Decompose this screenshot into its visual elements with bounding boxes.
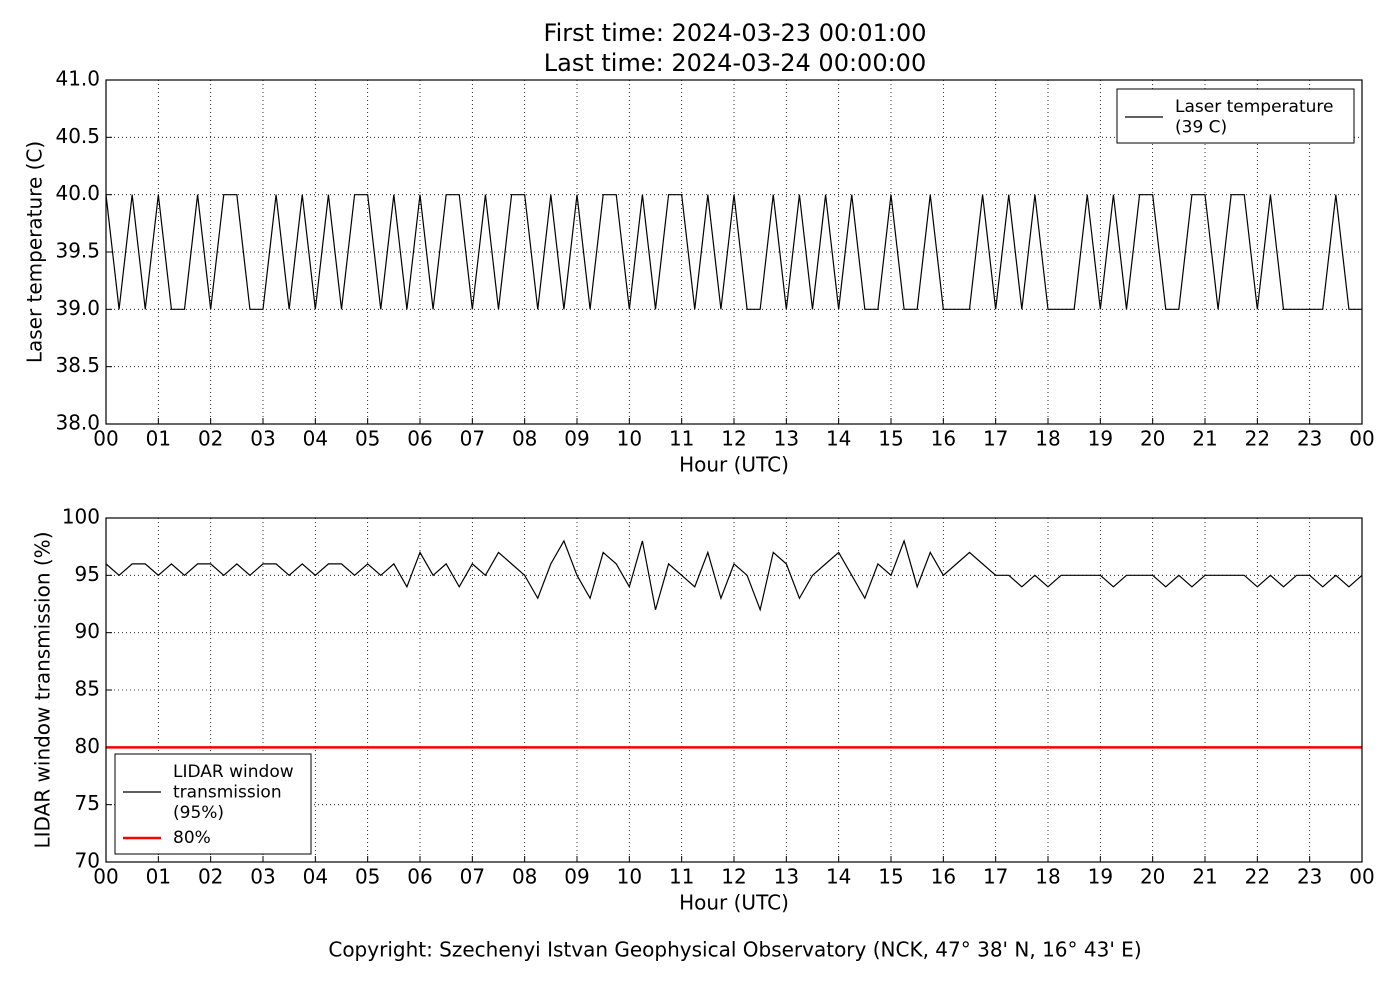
legend-label: Laser temperature (39 C) bbox=[1175, 97, 1333, 137]
x-tick-label: 14 bbox=[826, 865, 851, 889]
x-tick-label: 13 bbox=[774, 865, 799, 889]
y-axis-label: Laser temperature (C) bbox=[23, 141, 47, 363]
x-tick-label: 20 bbox=[1140, 865, 1165, 889]
x-tick-label: 05 bbox=[355, 427, 380, 451]
x-tick-label: 02 bbox=[198, 865, 223, 889]
y-tick-label: 40.5 bbox=[55, 124, 100, 148]
y-tick-label: 75 bbox=[75, 791, 100, 815]
x-tick-label: 06 bbox=[407, 427, 432, 451]
y-tick-label: 70 bbox=[75, 849, 100, 873]
x-tick-label: 12 bbox=[721, 865, 746, 889]
x-tick-label: 01 bbox=[146, 865, 171, 889]
y-tick-label: 39.0 bbox=[55, 296, 100, 320]
x-tick-label: 04 bbox=[303, 865, 328, 889]
x-tick-label: 12 bbox=[721, 427, 746, 451]
x-tick-label: 15 bbox=[878, 865, 903, 889]
x-tick-label: 22 bbox=[1245, 865, 1270, 889]
x-tick-label: 16 bbox=[931, 427, 956, 451]
y-tick-label: 41.0 bbox=[55, 67, 100, 91]
x-tick-label: 00 bbox=[93, 427, 118, 451]
x-tick-label: 20 bbox=[1140, 427, 1165, 451]
legend-label: LIDAR window transmission (95%) bbox=[173, 762, 294, 823]
y-tick-label: 85 bbox=[75, 677, 100, 701]
x-tick-label: 23 bbox=[1297, 427, 1322, 451]
y-tick-label: 100 bbox=[62, 505, 100, 529]
plot-frame bbox=[105, 517, 1363, 863]
x-tick-label: 02 bbox=[198, 427, 223, 451]
x-tick-label: 19 bbox=[1088, 427, 1113, 451]
x-tick-label: 06 bbox=[407, 865, 432, 889]
x-tick-label: 09 bbox=[564, 865, 589, 889]
x-tick-label: 00 bbox=[93, 865, 118, 889]
x-tick-label: 00 bbox=[1349, 865, 1374, 889]
x-tick-label: 21 bbox=[1192, 427, 1217, 451]
x-tick-label: 22 bbox=[1245, 427, 1270, 451]
legend-box bbox=[1116, 88, 1355, 144]
y-tick-label: 39.5 bbox=[55, 239, 100, 263]
copyright: Copyright: Szechenyi Istvan Geophysical … bbox=[328, 938, 1141, 962]
x-tick-label: 14 bbox=[826, 427, 851, 451]
chart-subtitle: Last time: 2024-03-24 00:00:00 bbox=[544, 49, 926, 77]
x-axis-label: Hour (UTC) bbox=[679, 453, 789, 477]
y-tick-label: 38.5 bbox=[55, 353, 100, 377]
x-tick-label: 23 bbox=[1297, 865, 1322, 889]
x-tick-label: 17 bbox=[983, 865, 1008, 889]
x-tick-label: 07 bbox=[460, 865, 485, 889]
x-tick-label: 10 bbox=[617, 427, 642, 451]
x-tick-label: 01 bbox=[146, 427, 171, 451]
x-tick-label: 17 bbox=[983, 427, 1008, 451]
chart-title: First time: 2024-03-23 00:01:00 bbox=[544, 19, 927, 47]
x-tick-label: 00 bbox=[1349, 427, 1374, 451]
x-tick-label: 11 bbox=[669, 865, 694, 889]
x-tick-label: 04 bbox=[303, 427, 328, 451]
x-tick-label: 05 bbox=[355, 865, 380, 889]
x-tick-label: 08 bbox=[512, 865, 537, 889]
y-tick-label: 38.0 bbox=[55, 411, 100, 435]
y-tick-label: 95 bbox=[75, 562, 100, 586]
x-axis-label: Hour (UTC) bbox=[679, 891, 789, 915]
x-tick-label: 18 bbox=[1035, 427, 1060, 451]
x-tick-label: 09 bbox=[564, 427, 589, 451]
x-tick-label: 16 bbox=[931, 865, 956, 889]
data-line bbox=[105, 539, 1363, 612]
x-tick-label: 03 bbox=[250, 865, 275, 889]
y-tick-label: 80 bbox=[75, 734, 100, 758]
x-tick-label: 07 bbox=[460, 427, 485, 451]
y-tick-label: 90 bbox=[75, 619, 100, 643]
x-tick-label: 15 bbox=[878, 427, 903, 451]
y-tick-label: 40.0 bbox=[55, 181, 100, 205]
plot-frame bbox=[105, 79, 1363, 425]
x-tick-label: 03 bbox=[250, 427, 275, 451]
x-tick-label: 11 bbox=[669, 427, 694, 451]
x-tick-label: 21 bbox=[1192, 865, 1217, 889]
x-tick-label: 10 bbox=[617, 865, 642, 889]
y-axis-label: LIDAR window transmission (%) bbox=[31, 532, 55, 849]
data-line bbox=[105, 194, 1362, 310]
legend-label: 80% bbox=[173, 828, 211, 848]
x-tick-label: 13 bbox=[774, 427, 799, 451]
x-tick-label: 19 bbox=[1088, 865, 1113, 889]
x-tick-label: 08 bbox=[512, 427, 537, 451]
x-tick-label: 18 bbox=[1035, 865, 1060, 889]
